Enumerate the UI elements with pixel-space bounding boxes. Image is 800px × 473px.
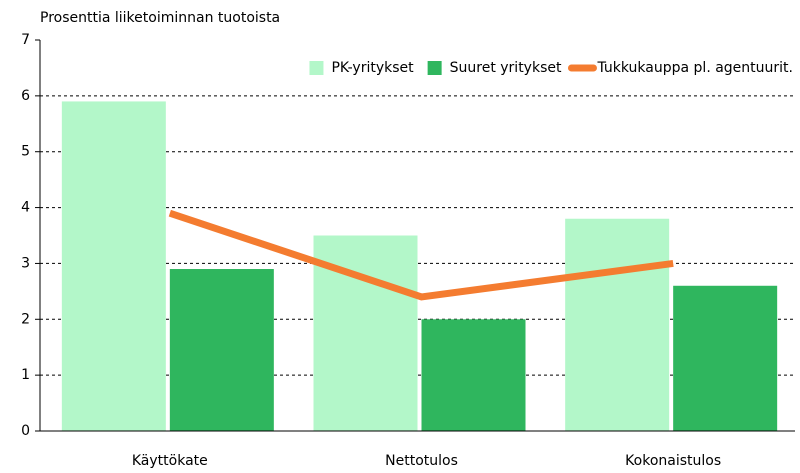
x-tick-label: Kokonaistulos (625, 453, 721, 469)
legend-swatch (427, 61, 442, 75)
y-tick-label: 4 (21, 200, 30, 216)
legend-label: PK-yritykset (331, 60, 414, 76)
line (168, 209, 674, 301)
y-tick-label: 0 (21, 423, 30, 439)
legend-swatch (309, 61, 324, 75)
bar (421, 319, 526, 431)
x-tick-label: Nettotulos (385, 453, 458, 469)
legend-label: Tukkukauppa pl. agentuurit. (596, 60, 793, 76)
y-tick-label: 2 (21, 311, 30, 327)
x-tick-label: Käyttökate (132, 453, 208, 469)
bar (169, 269, 274, 431)
y-tick-label: 1 (21, 367, 30, 383)
y-tick-label: 7 (21, 32, 30, 48)
y-tick-label: 5 (21, 144, 30, 160)
y-axis-label: Prosenttia liiketoiminnan tuotoista (40, 10, 280, 26)
bar (673, 285, 778, 431)
bar (565, 218, 670, 431)
y-tick-label: 6 (21, 88, 30, 104)
legend-label: Suuret yritykset (450, 60, 562, 76)
bar (61, 101, 166, 431)
y-tick-label: 3 (21, 255, 30, 271)
